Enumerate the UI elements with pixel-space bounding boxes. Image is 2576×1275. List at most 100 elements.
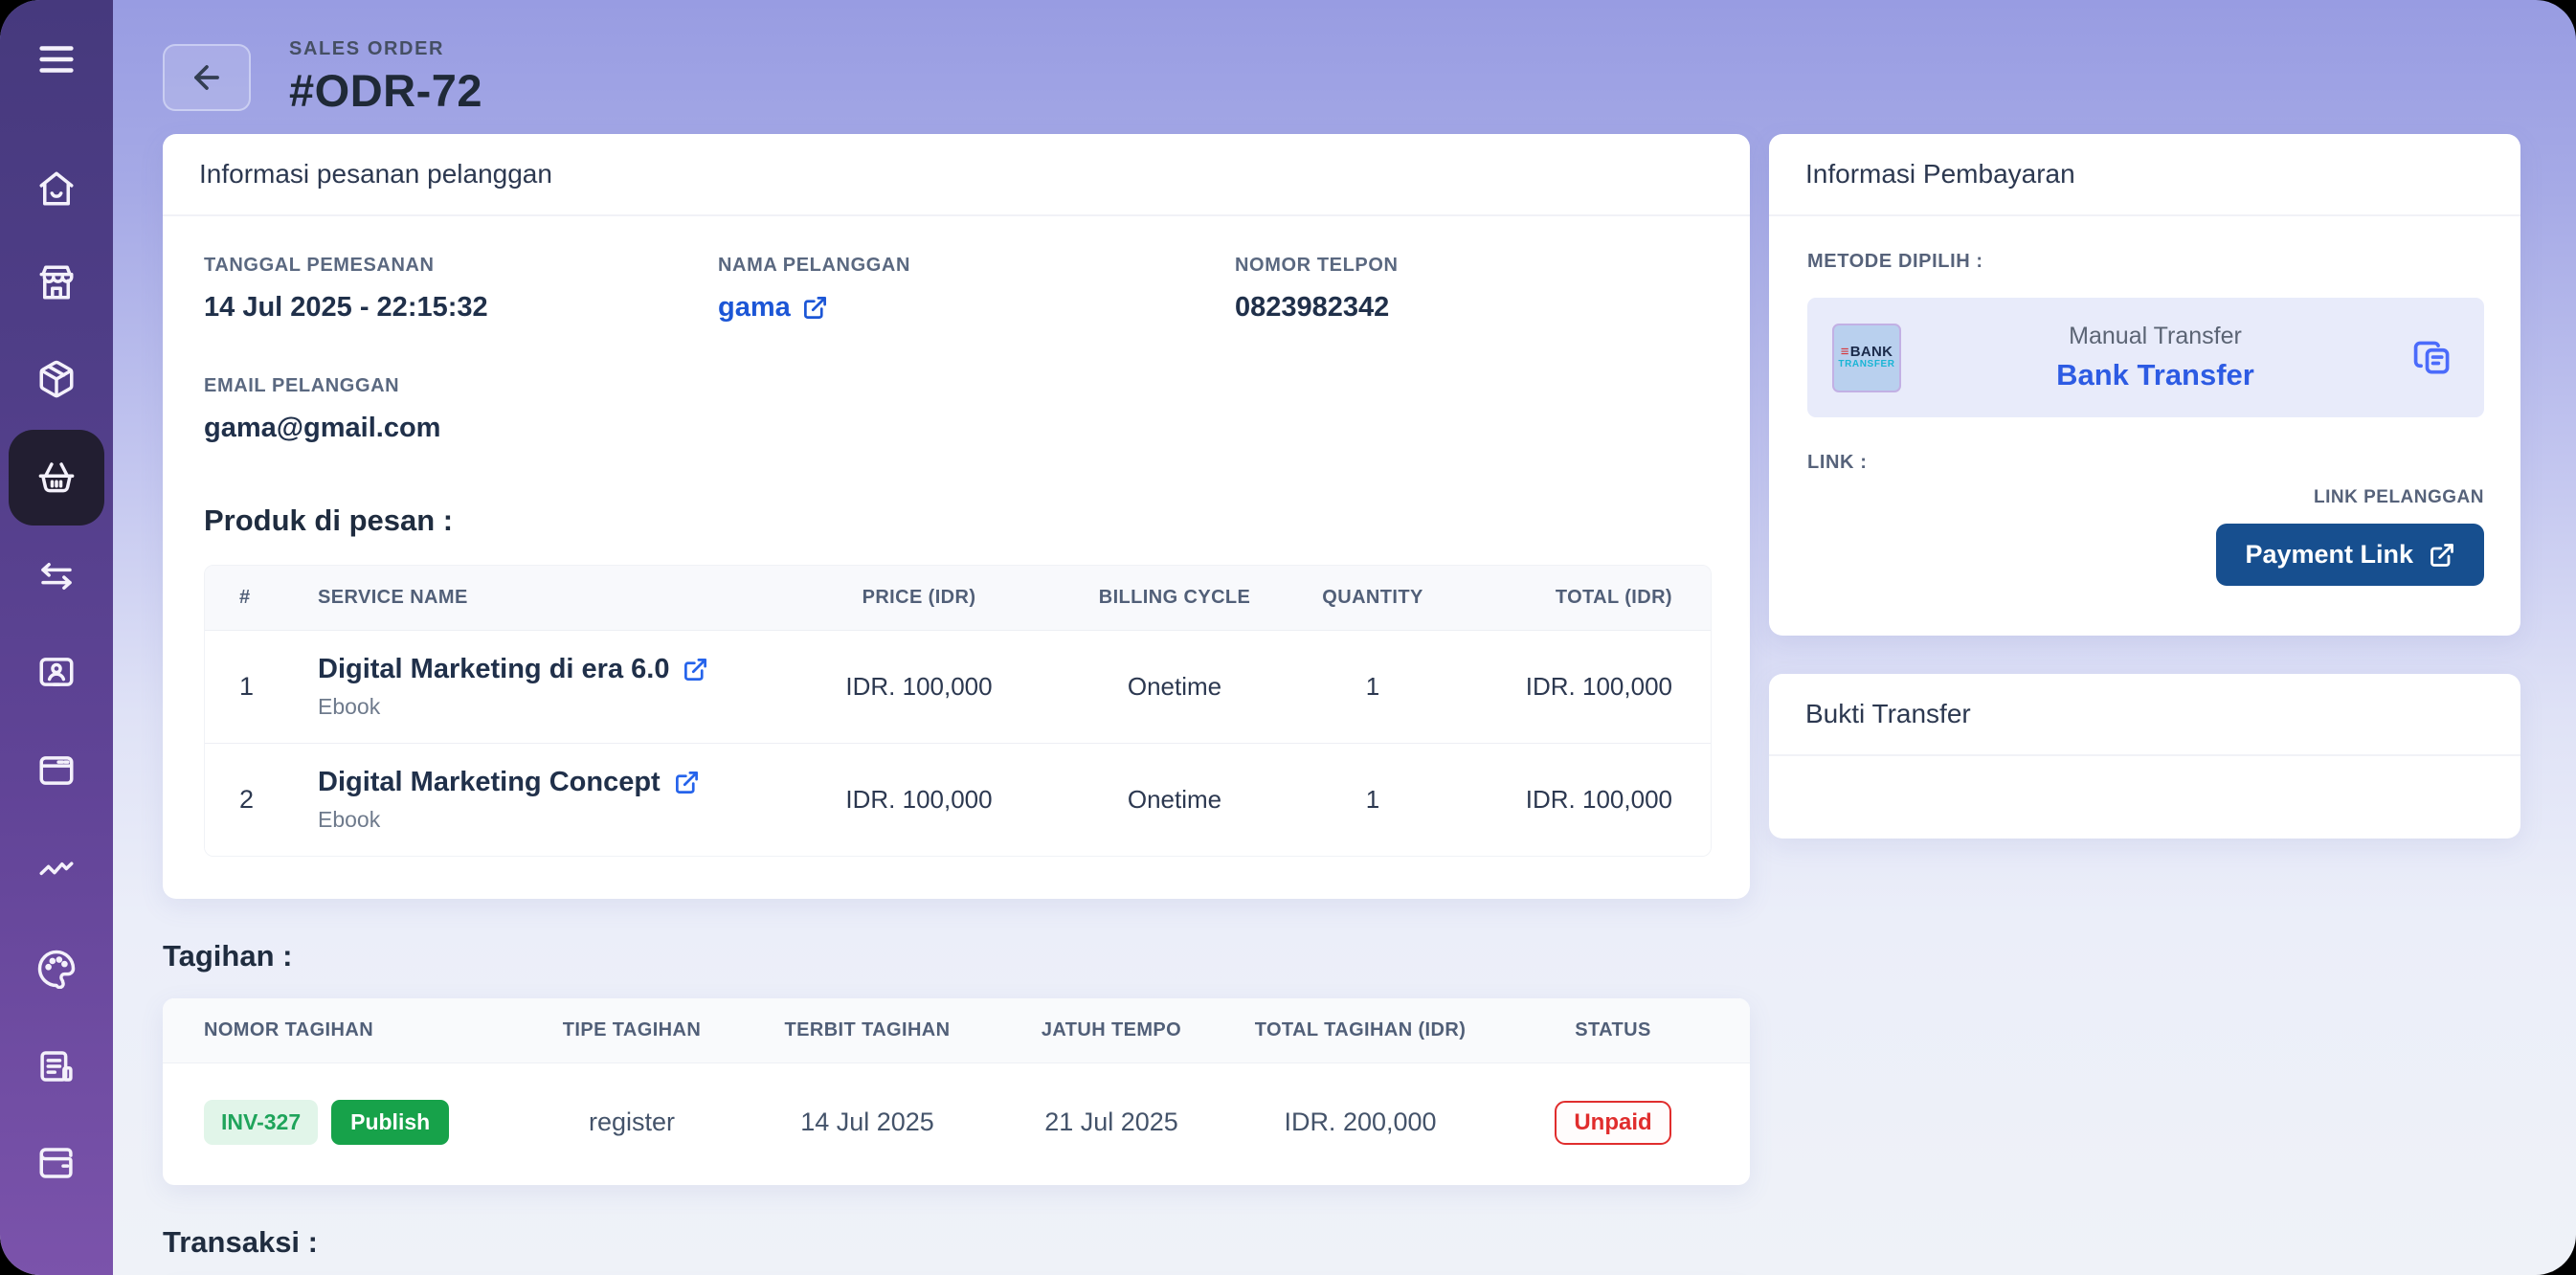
column-header: TIPE TAGIHAN <box>562 1019 702 1040</box>
customer-link[interactable]: gama <box>718 292 828 324</box>
column-header: QUANTITY <box>1322 587 1423 608</box>
metode-dipilih-label: METODE DIPILIH : <box>1807 251 1983 272</box>
column-header: TERBIT TAGIHAN <box>784 1019 951 1040</box>
arrow-left-icon <box>194 65 219 90</box>
product-type: Ebook <box>318 807 381 832</box>
product-row: 2 Digital Marketing Concept Ebook <box>205 743 1711 856</box>
product-cycle: Onetime <box>1127 672 1222 701</box>
product-no: 1 <box>239 672 255 701</box>
tagihan-tipe: register <box>588 1107 676 1136</box>
order-info-card: Informasi pesanan pelanggan TANGGAL PEME… <box>163 134 1750 899</box>
product-name: Digital Marketing di era 6.0 <box>318 654 670 684</box>
tagihan-row: INV-327 Publish register 14 Jul 2025 21 … <box>163 1062 1750 1185</box>
title-block: SALES ORDER #ODR-72 <box>289 38 482 117</box>
field-tanggal-pemesanan: TANGGAL PEMESANAN 14 Jul 2025 - 22:15:32 <box>204 255 718 324</box>
products-table-header: # SERVICE NAME PRICE (IDR) BILLING CYCLE QUA… <box>205 566 1711 630</box>
field-value: 14 Jul 2025 - 22:15:32 <box>204 292 488 323</box>
transaksi-heading: Transaksi : <box>163 1225 318 1259</box>
invoice-number-badge[interactable]: INV-327 <box>204 1100 319 1145</box>
sidebar-item-customers[interactable] <box>9 624 104 720</box>
transfer-arrows-icon <box>41 563 72 590</box>
basket-icon <box>38 462 75 493</box>
product-no: 2 <box>239 785 255 814</box>
copy-button[interactable] <box>2409 335 2455 381</box>
unpaid-status-badge: Unpaid <box>1555 1100 1671 1145</box>
product-total: IDR. 100,000 <box>1525 785 1672 814</box>
wallet-icon <box>39 1148 73 1178</box>
field-label: NOMOR TELPON <box>1235 255 1399 276</box>
product-row: 1 Digital Marketing di era 6.0 Ebook <box>205 630 1711 743</box>
external-link-icon <box>675 772 698 794</box>
tagihan-table-card: NOMOR TAGIHAN TIPE TAGIHAN TERBIT TAGIHAN J… <box>163 998 1750 1185</box>
field-value: gama@gmail.com <box>204 413 441 443</box>
column-header: JATUH TEMPO <box>1041 1019 1182 1040</box>
link-pelanggan-label: LINK PELANGGAN <box>2314 487 2484 507</box>
product-type: Ebook <box>318 694 381 719</box>
field-label: EMAIL PELANGGAN <box>204 375 400 396</box>
product-qty: 1 <box>1365 785 1380 814</box>
tagihan-total: IDR. 200,000 <box>1284 1107 1437 1136</box>
sidebar-item-wallet[interactable] <box>9 1115 104 1211</box>
page-eyebrow: SALES ORDER <box>289 38 445 59</box>
column-header: SERVICE NAME <box>318 587 468 608</box>
products-table: # SERVICE NAME PRICE (IDR) BILLING CYCLE QUA… <box>204 565 1712 857</box>
external-link-icon <box>684 659 707 681</box>
activity-icon <box>39 861 74 876</box>
sidebar-item-pages[interactable] <box>9 723 104 818</box>
sidebar-item-transactions[interactable] <box>9 528 104 624</box>
sidebar-item-products[interactable] <box>9 331 104 427</box>
product-link[interactable]: Digital Marketing Concept <box>318 767 700 798</box>
tagihan-jatuh-tempo: 21 Jul 2025 <box>1044 1107 1178 1136</box>
customer-name: gama <box>718 292 791 323</box>
order-card-title: Informasi pesanan pelanggan <box>163 134 1750 216</box>
payment-card-title: Informasi Pembayaran <box>1769 134 2520 216</box>
column-header: BILLING CYCLE <box>1098 587 1251 608</box>
back-button[interactable] <box>163 44 251 111</box>
product-total: IDR. 100,000 <box>1525 672 1672 701</box>
main-content: SALES ORDER #ODR-72 Informasi pesanan pe… <box>113 0 2576 1275</box>
sidebar-item-home[interactable] <box>9 141 104 236</box>
page-title: #ODR-72 <box>289 65 483 116</box>
bukti-card-body <box>1769 756 2520 839</box>
logo-bars-icon: ≡ <box>1840 344 1849 361</box>
product-qty: 1 <box>1365 672 1380 701</box>
browser-window-icon <box>39 756 74 785</box>
invoice-icon <box>40 1051 73 1082</box>
package-icon <box>39 360 74 398</box>
product-price: IDR. 100,000 <box>845 785 993 814</box>
tagihan-table-header: NOMOR TAGIHAN TIPE TAGIHAN TERBIT TAGIHAN J… <box>163 998 1750 1062</box>
column-header: STATUS <box>1575 1019 1651 1040</box>
product-price: IDR. 100,000 <box>845 672 993 701</box>
column-header: NOMOR TAGIHAN <box>204 1019 374 1040</box>
payment-method-box: ≡BANK TRANSFER Manual Transfer Bank Tran… <box>1807 298 2484 417</box>
field-label: TANGGAL PEMESANAN <box>204 255 435 276</box>
produk-heading: Produk di pesan : <box>204 503 454 537</box>
product-cycle: Onetime <box>1127 785 1222 814</box>
copy-icon <box>2413 341 2450 373</box>
tagihan-heading: Tagihan : <box>163 939 293 973</box>
field-email-pelanggan: EMAIL PELANGGAN gama@gmail.com <box>204 375 718 444</box>
sidebar-item-analytics[interactable] <box>9 821 104 917</box>
product-link[interactable]: Digital Marketing di era 6.0 <box>318 654 708 685</box>
column-header: PRICE (IDR) <box>862 587 976 608</box>
sidebar-item-appearance[interactable] <box>9 921 104 1017</box>
field-label: NAMA PELANGGAN <box>718 255 910 276</box>
sidebar-item-invoices[interactable] <box>9 1018 104 1114</box>
sidebar-item-orders[interactable] <box>9 430 104 526</box>
home-icon <box>39 171 74 206</box>
field-value: 0823982342 <box>1235 292 1390 323</box>
link-label: LINK : <box>1807 452 1868 473</box>
publish-status-badge: Publish <box>331 1100 450 1145</box>
sidebar-item-store[interactable] <box>9 235 104 330</box>
payment-link-button[interactable]: Payment Link <box>2216 524 2484 586</box>
external-link-icon <box>2430 543 2453 567</box>
column-header: TOTAL TAGIHAN (IDR) <box>1254 1019 1467 1040</box>
column-header: # <box>239 587 251 608</box>
external-link-icon <box>803 297 826 319</box>
payment-method-name[interactable]: Bank Transfer <box>2056 358 2254 391</box>
product-name: Digital Marketing Concept <box>318 767 661 797</box>
menu-icon[interactable] <box>9 11 104 107</box>
contact-card-icon <box>39 658 74 686</box>
bank-transfer-logo: ≡BANK TRANSFER <box>1832 323 1901 392</box>
